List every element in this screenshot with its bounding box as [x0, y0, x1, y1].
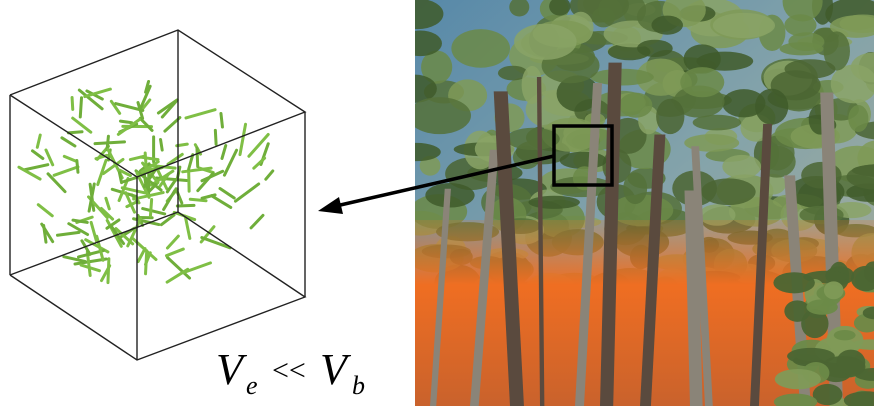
needle	[143, 209, 165, 214]
needle	[57, 232, 79, 235]
foliage	[391, 0, 443, 29]
needle	[141, 157, 158, 159]
foreground-foliage	[836, 350, 865, 375]
foreground-foliage	[787, 348, 835, 365]
foliage	[451, 29, 510, 68]
needle	[106, 198, 109, 209]
foliage	[784, 14, 816, 36]
foliage	[701, 178, 756, 205]
needle	[224, 150, 236, 175]
foreground-foliage	[806, 299, 837, 314]
formula-left: V	[216, 345, 248, 394]
needle	[123, 177, 138, 182]
needle	[167, 236, 178, 248]
needle	[25, 165, 48, 170]
needle	[62, 138, 75, 146]
needle	[150, 200, 151, 216]
needle	[166, 249, 183, 256]
foliage	[399, 31, 442, 57]
needle	[32, 151, 42, 159]
foliage	[848, 105, 868, 132]
foliage	[623, 172, 647, 204]
foliage	[506, 128, 560, 150]
needle	[140, 118, 152, 130]
needle	[95, 142, 124, 144]
needle	[190, 199, 206, 200]
foliage	[755, 89, 788, 125]
foliage	[591, 69, 654, 86]
formula-right-sub: b	[352, 371, 365, 400]
needle	[46, 150, 53, 165]
foliage	[408, 97, 471, 134]
needle	[80, 98, 81, 117]
needle	[72, 98, 73, 110]
foliage	[528, 196, 579, 209]
needle	[164, 191, 175, 210]
needle	[240, 124, 246, 154]
needle	[54, 167, 78, 175]
needle	[198, 173, 213, 190]
foliage	[393, 143, 441, 161]
needle	[183, 263, 210, 273]
needle	[138, 249, 145, 262]
needle	[161, 140, 163, 151]
needle	[145, 153, 146, 166]
foliage	[656, 99, 684, 134]
foreground-foliage	[834, 330, 856, 340]
arrow-head	[318, 197, 343, 214]
needle	[197, 148, 198, 166]
needle	[202, 238, 230, 248]
cube-bottom	[10, 212, 305, 360]
needle	[186, 110, 215, 118]
needle	[177, 205, 194, 206]
needle	[220, 189, 234, 198]
needle	[120, 121, 131, 123]
needles	[19, 81, 273, 282]
formula-right: V	[320, 345, 352, 394]
foliage	[619, 93, 652, 118]
needle	[251, 215, 263, 228]
needle	[266, 171, 273, 179]
forest-fire-photo	[391, 0, 874, 406]
needle	[146, 251, 147, 274]
needle	[77, 160, 78, 172]
foliage	[722, 155, 761, 178]
foliage	[785, 59, 836, 79]
needle	[215, 130, 216, 144]
needle	[176, 189, 182, 203]
formula-relation: <<	[272, 354, 306, 387]
foliage	[713, 13, 775, 38]
needle	[64, 156, 75, 161]
figure: V e << V b	[0, 0, 874, 406]
foliage	[637, 40, 673, 57]
foliage	[680, 67, 724, 97]
needle	[91, 222, 96, 241]
needle	[68, 132, 82, 133]
needle	[221, 114, 222, 127]
foliage	[651, 16, 683, 35]
needle	[119, 173, 121, 183]
needle	[107, 136, 108, 149]
formula: V e << V b	[216, 345, 365, 400]
foreground-foliage	[824, 281, 844, 299]
needle	[38, 205, 52, 216]
cube-top	[10, 30, 305, 177]
needle	[212, 196, 231, 208]
formula-left-sub: e	[246, 371, 258, 400]
needle	[235, 184, 258, 201]
needle	[73, 118, 91, 132]
figure-canvas: V e << V b	[0, 0, 874, 406]
foreground-foliage	[775, 369, 821, 389]
foliage	[514, 24, 577, 60]
needle	[48, 174, 65, 192]
foreground-foliage	[773, 272, 815, 293]
needle	[222, 146, 226, 159]
needle	[37, 135, 40, 147]
